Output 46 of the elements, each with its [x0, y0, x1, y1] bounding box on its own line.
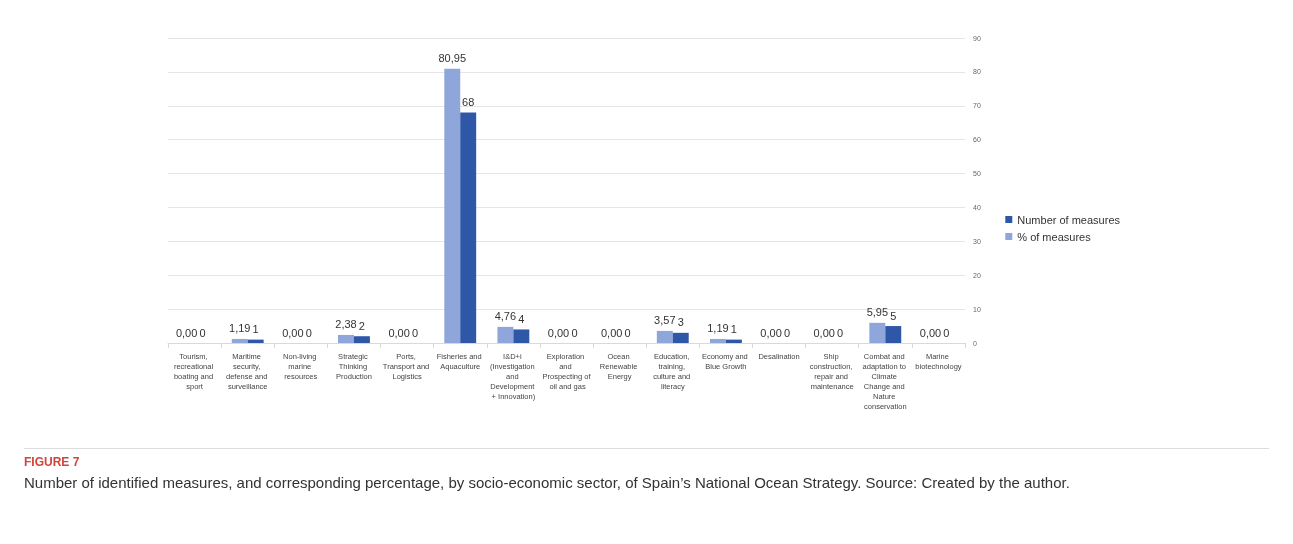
data-label: 0,00: [600, 326, 623, 339]
data-label: 80,95: [438, 52, 467, 65]
data-label: 0,00: [388, 326, 410, 339]
data-label: 2: [358, 319, 365, 332]
bar: [709, 338, 726, 343]
data-label: 2,38: [335, 318, 357, 331]
bar: [338, 334, 354, 343]
data-label: 1: [730, 323, 737, 336]
bar: [656, 330, 673, 343]
bar: [869, 322, 886, 343]
text: FIGURE 7: [24, 455, 81, 469]
data-label: 3,57: [654, 314, 676, 327]
data-label: 5,95: [866, 306, 889, 319]
data-label: 1,19: [229, 322, 251, 335]
data-label: 1,19: [707, 322, 729, 335]
data-label: 0,00: [760, 326, 782, 339]
data-label: 0,00: [813, 326, 835, 339]
bar: [444, 68, 461, 343]
data-label: 0: [571, 326, 578, 339]
data-label: 0: [199, 326, 206, 339]
legend-label: % of measures: [1017, 230, 1092, 243]
data-label: 4,76: [494, 310, 517, 323]
data-label: 4: [518, 312, 525, 325]
data-label: 0: [412, 326, 419, 339]
data-label: 0,00: [282, 326, 304, 339]
data-label: 0,00: [175, 326, 198, 339]
bar: [497, 326, 514, 343]
data-label: 0: [943, 326, 950, 339]
bar: [231, 338, 248, 343]
data-label: 68: [462, 96, 475, 109]
bar: [885, 326, 902, 343]
bar: [672, 332, 689, 343]
bar: [513, 329, 530, 343]
data-label: 0: [837, 326, 844, 339]
text: Number of identified measures, and corresponding percentage, by socio-economic sector, of Spain’s National Ocean Strategy. Source: Created by the author.: [24, 473, 1071, 493]
legend-label: Number of measures: [1017, 213, 1121, 226]
bar: [460, 112, 477, 343]
data-label: 0,00: [919, 326, 942, 339]
data-label: 5: [890, 309, 897, 322]
data-label: 3: [677, 316, 684, 329]
data-label: 0: [624, 326, 631, 339]
data-label: 0: [305, 326, 312, 339]
data-label: 0,00: [547, 326, 570, 339]
data-label: 1: [252, 323, 259, 336]
data-label: 0: [783, 326, 791, 339]
bar: [353, 336, 370, 343]
